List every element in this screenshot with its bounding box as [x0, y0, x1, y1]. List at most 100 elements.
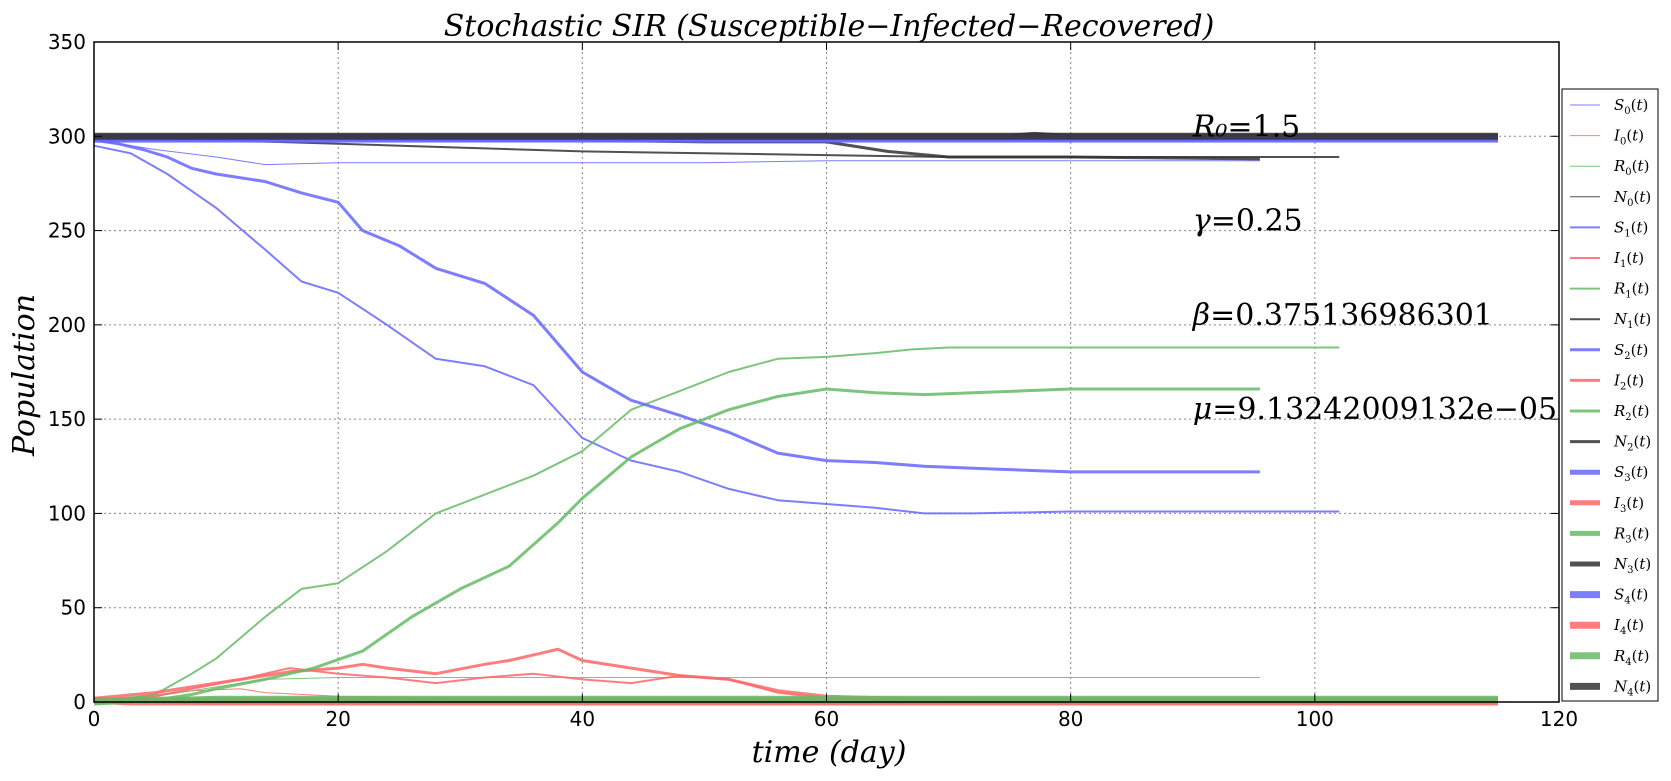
- legend-label: S1(t): [1614, 218, 1648, 239]
- legend-label: N3(t): [1613, 555, 1651, 576]
- legend-var: I: [1613, 127, 1621, 145]
- legend-arg-t: t: [1632, 127, 1639, 145]
- legend-var: R: [1613, 647, 1625, 665]
- legend-arg: (: [1634, 677, 1640, 695]
- legend-var: N: [1613, 555, 1628, 573]
- legend-arg: (: [1631, 586, 1637, 604]
- legend-sub: 2: [1625, 412, 1631, 423]
- legend-arg-close: ): [1643, 96, 1649, 114]
- legend-arg-close: ): [1645, 433, 1651, 451]
- legend-var: N: [1613, 433, 1628, 451]
- legend-label: I0(t): [1613, 127, 1644, 148]
- legend-sub: 1: [1627, 320, 1633, 331]
- legend-arg-close: ): [1644, 524, 1650, 542]
- annotation-value: =9.13242009132e−05: [1212, 392, 1557, 427]
- y-tick-label: 50: [61, 596, 86, 620]
- legend-arg-t: t: [1632, 371, 1639, 389]
- y-tick-label: 100: [48, 501, 86, 525]
- legend-arg-close: ): [1645, 310, 1651, 328]
- y-tick-label: 300: [48, 124, 86, 148]
- legend-arg-close: ): [1644, 402, 1650, 420]
- x-tick-label: 40: [570, 707, 595, 731]
- x-tick-label: 20: [325, 707, 350, 731]
- legend-arg: (: [1631, 218, 1637, 236]
- legend-arg: (: [1632, 280, 1638, 298]
- series-S0: [93, 139, 1260, 166]
- y-tick-label: 350: [48, 30, 86, 54]
- legend-sub: 3: [1627, 565, 1633, 576]
- legend-arg-close: ): [1643, 463, 1649, 481]
- legend-var: I: [1613, 371, 1621, 389]
- legend-arg-t: t: [1637, 463, 1644, 481]
- legend-var: I: [1613, 249, 1621, 267]
- legend-label: S0(t): [1614, 96, 1648, 117]
- legend-var: R: [1613, 280, 1625, 298]
- legend-sub: 2: [1624, 351, 1630, 362]
- legend-var: N: [1613, 310, 1628, 328]
- legend-label: I2(t): [1613, 371, 1644, 392]
- y-axis-label: Population: [7, 294, 42, 457]
- legend-arg-t: t: [1632, 616, 1639, 634]
- legend-label: S3(t): [1614, 463, 1648, 484]
- legend-var: I: [1613, 616, 1621, 634]
- legend-arg-close: ): [1643, 218, 1649, 236]
- legend-var: S: [1614, 341, 1624, 359]
- legend-arg-t: t: [1638, 647, 1645, 665]
- series-I2: [93, 647, 1260, 704]
- legend-label: N1(t): [1613, 310, 1651, 331]
- x-tick-label: 60: [814, 707, 839, 731]
- parameter-annotations: R₀=1.5 γ=0.25 β=0.375136986301 μ=9.13242009…: [1192, 109, 1557, 427]
- axis-ticks: 0 20 40 60 80 100 120 0 50 100 150 200 250 300 350: [48, 30, 1578, 731]
- legend-arg: (: [1626, 249, 1632, 267]
- annotation-symbol: R₀: [1192, 109, 1228, 144]
- legend-label: I1(t): [1613, 249, 1644, 270]
- legend-label: R4(t): [1613, 647, 1649, 668]
- legend-arg-close: ): [1643, 341, 1649, 359]
- legend-arg-t: t: [1639, 555, 1646, 573]
- legend-arg-close: ): [1644, 280, 1650, 298]
- legend-label: R3(t): [1613, 524, 1649, 545]
- legend-sub: 1: [1625, 290, 1631, 301]
- legend-label: R0(t): [1613, 157, 1649, 178]
- legend-arg: (: [1626, 127, 1632, 145]
- legend-sub: 4: [1625, 657, 1631, 668]
- legend-arg-t: t: [1639, 310, 1646, 328]
- legend-arg-t: t: [1638, 280, 1645, 298]
- series-R1: [93, 346, 1340, 703]
- legend-arg: (: [1634, 188, 1640, 206]
- legend-sub: 2: [1627, 443, 1633, 454]
- x-tick-label: 80: [1058, 707, 1083, 731]
- y-tick-label: 150: [48, 407, 86, 431]
- legend-label: S4(t): [1614, 586, 1648, 607]
- annotation-value: =0.25: [1211, 204, 1303, 239]
- legend-sub: 1: [1620, 259, 1626, 270]
- annotation-symbol: β: [1192, 298, 1210, 333]
- legend-arg-t: t: [1639, 433, 1646, 451]
- annotation-symbol: γ: [1193, 204, 1211, 239]
- y-tick-label: 250: [48, 219, 86, 243]
- legend-arg-t: t: [1638, 402, 1645, 420]
- legend-var: I: [1613, 494, 1621, 512]
- legend-arg-close: ): [1638, 127, 1644, 145]
- legend-label: N4(t): [1613, 677, 1651, 698]
- legend-arg: (: [1626, 616, 1632, 634]
- x-axis-label: time (day): [752, 735, 907, 770]
- legend-var: S: [1614, 96, 1624, 114]
- annotation-value: =1.5: [1227, 109, 1300, 144]
- legend-var: S: [1614, 218, 1624, 236]
- legend-arg: (: [1626, 371, 1632, 389]
- legend-arg-t: t: [1639, 188, 1646, 206]
- legend-label: N2(t): [1613, 433, 1651, 454]
- annotation-value: =0.375136986301: [1210, 298, 1493, 333]
- annotation-param: β=0.375136986301: [1192, 298, 1493, 333]
- legend-label: N0(t): [1613, 188, 1651, 209]
- legend-arg-t: t: [1632, 249, 1639, 267]
- legend-var: S: [1614, 463, 1624, 481]
- series-S1: [93, 144, 1340, 515]
- series-R2: [93, 387, 1260, 704]
- legend-arg: (: [1634, 310, 1640, 328]
- legend-arg: (: [1634, 433, 1640, 451]
- legend-arg: (: [1632, 524, 1638, 542]
- legend-box: [1561, 88, 1659, 702]
